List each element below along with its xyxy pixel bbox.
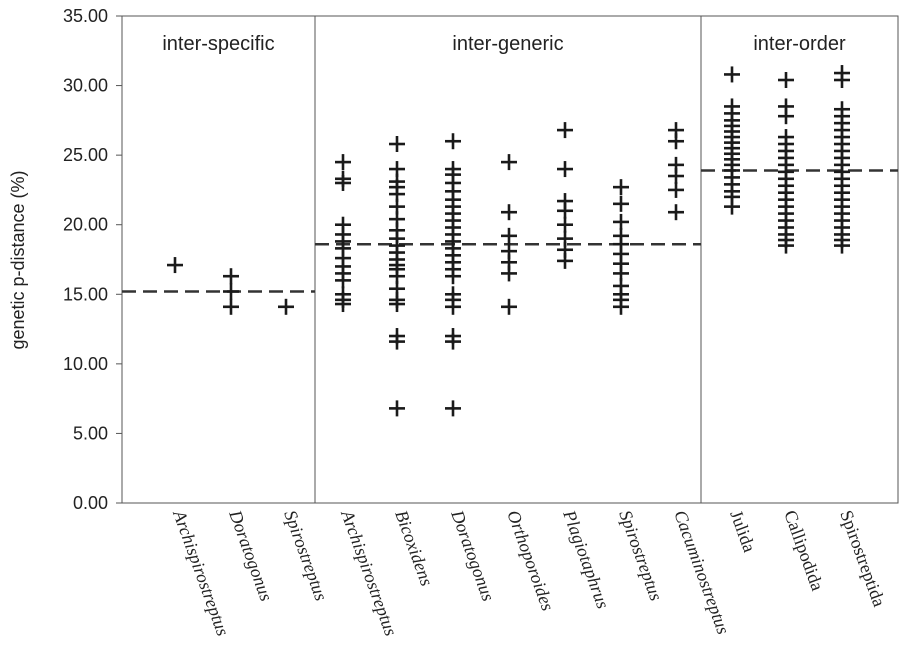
plus-marker: [389, 328, 405, 345]
axes: 0.00 5.00 10.00 15.00 20.00 25.00 30.00 35.00: [63, 6, 899, 513]
y-tick-label: 35.00: [63, 6, 108, 26]
category-label: Cacuminostreptus: [670, 508, 733, 637]
plus-marker: [557, 230, 573, 247]
category-label: Plagiotaphrus: [559, 507, 613, 612]
plus-marker: [335, 154, 351, 171]
plus-marker: [557, 193, 573, 210]
plus-marker: [335, 216, 351, 233]
y-tick-label: 30.00: [63, 76, 108, 96]
category-label: Bicoxidens: [391, 508, 437, 589]
plus-marker: [167, 257, 183, 274]
category-label: Orthoporoides: [503, 508, 558, 614]
category-label: Julida: [726, 508, 760, 555]
plus-marker: [223, 298, 239, 315]
plus-marker: [724, 66, 740, 83]
y-axis-label: genetic p-distance (%): [8, 170, 28, 349]
plus-marker: [778, 98, 794, 115]
y-tick-label: 0.00: [73, 493, 108, 513]
plus-marker: [445, 161, 461, 178]
plot-frame: [121, 15, 899, 504]
plus-marker: [445, 328, 461, 345]
category-label: Spirostreptida: [836, 508, 889, 610]
y-tick-label: 10.00: [63, 354, 108, 374]
y-tick-label: 5.00: [73, 423, 108, 443]
plus-marker: [389, 136, 405, 153]
plus-marker: [501, 243, 517, 260]
category-label: Doratogonus: [447, 507, 499, 604]
plus-marker: [613, 179, 629, 196]
plus-marker: [778, 129, 794, 146]
plus-marker: [668, 204, 684, 221]
category-label: Doratogonus: [225, 507, 277, 604]
plus-marker: [557, 216, 573, 233]
plus-marker: [668, 122, 684, 139]
plus-marker: [223, 268, 239, 285]
plus-marker: [613, 227, 629, 244]
plus-marker: [278, 298, 294, 315]
section-dividers: inter-specific inter-generic inter-order: [162, 16, 846, 503]
category-label: Archispirostreptus: [169, 507, 233, 639]
plus-marker: [335, 170, 351, 187]
plus-marker: [724, 98, 740, 115]
plus-marker: [778, 72, 794, 89]
plus-marker: [613, 195, 629, 212]
y-tick-label: 20.00: [63, 215, 108, 235]
plus-marker: [557, 161, 573, 178]
plus-marker: [834, 101, 850, 118]
section-title: inter-specific: [162, 33, 274, 55]
plus-marker: [223, 283, 239, 300]
plus-marker: [501, 298, 517, 315]
y-tick-label: 25.00: [63, 145, 108, 165]
section-title: inter-order: [753, 33, 846, 55]
y-tick-label: 15.00: [63, 284, 108, 304]
category-label: Spirostreptus: [280, 508, 331, 604]
plus-marker: [557, 122, 573, 139]
section-title: inter-generic: [452, 33, 563, 55]
plus-marker: [389, 161, 405, 178]
plus-marker: [501, 227, 517, 244]
plus-marker: [501, 204, 517, 221]
plus-marker: [613, 213, 629, 230]
plus-marker: [389, 400, 405, 417]
plus-marker: [445, 133, 461, 150]
plus-marker: [501, 154, 517, 171]
plus-marker: [445, 400, 461, 417]
plus-marker: [445, 286, 461, 303]
category-label: Spirostreptus: [615, 508, 666, 604]
category-label: Archispirostreptus: [337, 507, 401, 639]
plus-marker: [335, 286, 351, 303]
plus-marker: [668, 181, 684, 198]
plus-marker: [668, 156, 684, 173]
category-label: Callipodida: [780, 508, 828, 594]
data-points: [167, 65, 850, 417]
plus-marker: [834, 65, 850, 82]
